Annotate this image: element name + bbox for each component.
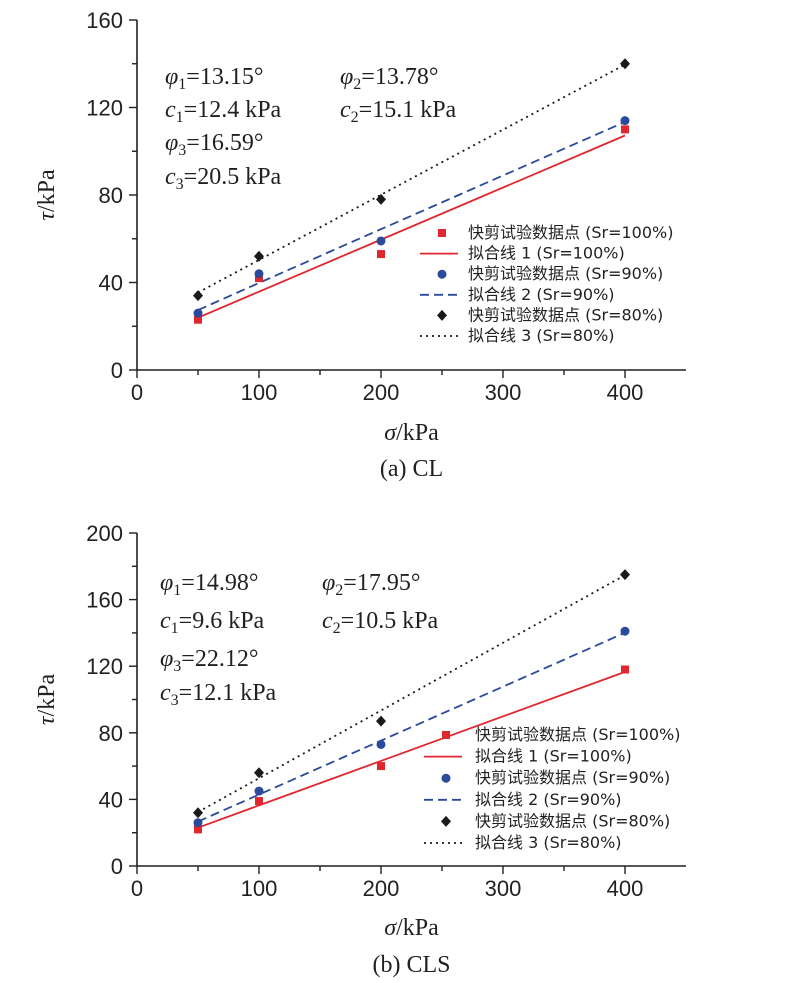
parameter-annotation: φ2=13.78°	[340, 64, 438, 93]
x-tick-label: 200	[363, 876, 400, 901]
data-point-sr100	[621, 125, 629, 134]
legend-entry: 快剪试验数据点 (Sr=80%)	[468, 305, 663, 324]
data-point-sr100	[377, 250, 385, 259]
x-tick-label: 300	[485, 380, 522, 405]
legend-entry: 拟合线 1 (Sr=100%)	[468, 244, 625, 263]
data-point-sr80	[620, 569, 630, 581]
data-point-sr100	[194, 825, 202, 834]
chart-caption: (a) CL	[380, 456, 443, 482]
data-point-sr80	[376, 715, 386, 727]
legend-entry: 快剪试验数据点 (Sr=100%)	[468, 223, 673, 242]
legend-entry: 拟合线 3 (Sr=80%)	[468, 326, 615, 345]
parameter-annotation: φ3=16.59°	[165, 130, 263, 159]
parameter-annotation: c2=15.1 kPa	[340, 97, 457, 126]
y-tick-label: 80	[99, 183, 123, 208]
y-axis-label: τ/kPa	[34, 169, 60, 221]
y-tick-label: 120	[86, 654, 123, 679]
fit-line-sr80	[197, 63, 626, 294]
chart-a: 0 100 200 300 400 0 40 80 120 160 σ/kPa τ/kPa (a) CL…	[34, 8, 686, 482]
parameter-annotation: φ1=14.98°	[160, 570, 258, 599]
legend: 快剪试验数据点 (Sr=100%)拟合线 1 (Sr=100%)快剪试验数据点 …	[420, 223, 673, 345]
parameter-annotation: φ3=22.12°	[160, 646, 258, 675]
parameter-annotation: φ2=17.95°	[322, 570, 420, 599]
data-point-sr90	[254, 786, 264, 796]
fit-line-sr90	[197, 631, 626, 823]
legend-entry: 快剪试验数据点 (Sr=100%)	[475, 725, 680, 744]
legend-entry: 快剪试验数据点 (Sr=90%)	[468, 264, 663, 283]
legend-entry: 快剪试验数据点 (Sr=80%)	[475, 811, 670, 830]
data-point-sr90	[376, 739, 386, 749]
y-tick-label: 80	[99, 721, 123, 746]
x-axis-label: σ/kPa	[384, 915, 439, 941]
parameter-annotation: c3=12.1 kPa	[160, 680, 277, 709]
y-tick-label: 160	[86, 588, 123, 613]
chart-caption: (b) CLS	[373, 952, 451, 978]
legend-marker-sr90	[441, 773, 451, 783]
legend-marker-sr80	[441, 815, 451, 827]
x-tick-label: 100	[241, 380, 278, 405]
parameter-annotation: c2=10.5 kPa	[322, 608, 439, 637]
x-tick-label: 200	[363, 380, 400, 405]
data-point-sr80	[254, 767, 264, 779]
parameter-annotation: c1=12.4 kPa	[165, 97, 282, 126]
data-point-sr80	[193, 290, 203, 302]
x-axis-label: σ/kPa	[384, 420, 439, 446]
legend-marker-sr90	[437, 269, 447, 279]
parameter-annotation: c1=9.6 kPa	[160, 608, 265, 637]
chart-b: 0 100 200 300 400 0 40 80 120 160 200 σ/kPa τ/kPa (b)…	[34, 521, 686, 978]
legend-entry: 拟合线 3 (Sr=80%)	[475, 833, 622, 852]
parameter-annotation: c3=20.5 kPa	[165, 164, 282, 193]
fit-line-sr100	[197, 671, 626, 829]
parameter-annotation: φ1=13.15°	[165, 64, 263, 93]
data-point-sr90	[620, 116, 630, 126]
legend-marker-sr100	[442, 731, 450, 739]
legend-entry: 拟合线 2 (Sr=90%)	[475, 790, 622, 809]
data-point-sr80	[193, 807, 203, 819]
y-tick-label: 120	[86, 96, 123, 121]
y-tick-label: 0	[111, 358, 123, 383]
fit-line-sr90	[197, 121, 626, 311]
y-tick-label: 200	[86, 521, 123, 546]
legend-marker-sr100	[438, 229, 446, 237]
legend: 快剪试验数据点 (Sr=100%) 拟合线 1 (Sr=100%) 快剪试验数据点 …	[424, 725, 680, 852]
data-point-sr90	[376, 236, 386, 246]
fit-line-sr100	[197, 134, 626, 319]
data-point-sr80	[254, 250, 264, 262]
y-tick-label: 160	[86, 8, 123, 33]
data-point-sr90	[193, 818, 203, 828]
fit-line-sr80	[197, 574, 626, 813]
data-point-sr80	[620, 58, 630, 70]
data-point-sr80	[376, 193, 386, 205]
data-point-sr90	[193, 308, 203, 318]
data-point-sr100	[255, 797, 263, 806]
y-tick-label: 40	[99, 787, 123, 812]
legend-entry: 拟合线 1 (Sr=100%)	[475, 747, 632, 766]
data-point-sr100	[194, 315, 202, 324]
x-tick-label: 0	[131, 380, 143, 405]
y-tick-label: 0	[111, 854, 123, 879]
legend-marker-sr80	[437, 309, 447, 321]
data-point-sr100	[621, 665, 629, 674]
x-tick-label: 300	[485, 876, 522, 901]
data-point-sr90	[254, 269, 264, 279]
legend-entry: 快剪试验数据点 (Sr=90%)	[475, 768, 670, 787]
x-tick-label: 100	[241, 876, 278, 901]
y-axis-label: τ/kPa	[34, 674, 60, 726]
x-tick-label: 400	[607, 876, 644, 901]
data-point-sr100	[377, 762, 385, 771]
y-tick-label: 40	[99, 271, 123, 296]
x-tick-label: 400	[607, 380, 644, 405]
legend-entry: 拟合线 2 (Sr=90%)	[468, 285, 615, 304]
data-point-sr90	[620, 626, 630, 636]
x-tick-label: 0	[131, 876, 143, 901]
